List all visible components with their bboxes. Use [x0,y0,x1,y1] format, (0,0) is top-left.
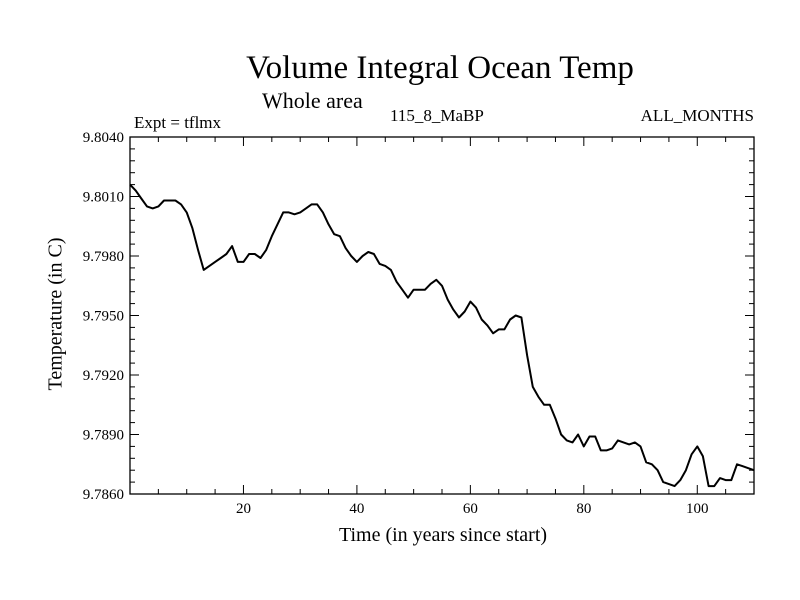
tick-labels: 20 40 60 80 100 9.7860 9.7890 9.7920 9.7950 9.798… [83,130,709,517]
x-tick-label: 80 [576,501,591,517]
x-tick-label: 60 [463,501,478,517]
x-tick-label: 40 [349,501,364,517]
temperature-series-line [129,183,755,488]
y-tick-label: 9.8040 [83,130,124,146]
axis-ticks [130,137,754,494]
x-tick-label: 100 [686,501,709,517]
y-tick-label: 9.7980 [83,249,124,265]
y-tick-label: 9.7950 [83,309,124,325]
y-tick-label: 9.7920 [83,368,124,384]
chart-title: Volume Integral Ocean Temp [246,50,634,86]
plot-frame [129,136,755,495]
chart-subtitle: Whole area [262,88,363,113]
y-tick-label: 9.8010 [83,190,124,206]
experiment-label: Expt = tflmx [134,113,222,132]
months-label: ALL_MONTHS [640,106,754,125]
x-tick-label: 20 [236,501,251,517]
x-axis-label: Time (in years since start) [338,524,548,546]
y-tick-label: 9.7890 [83,428,124,444]
y-tick-label: 9.7860 [83,487,124,503]
run-label: 115_8_MaBP [390,106,484,125]
